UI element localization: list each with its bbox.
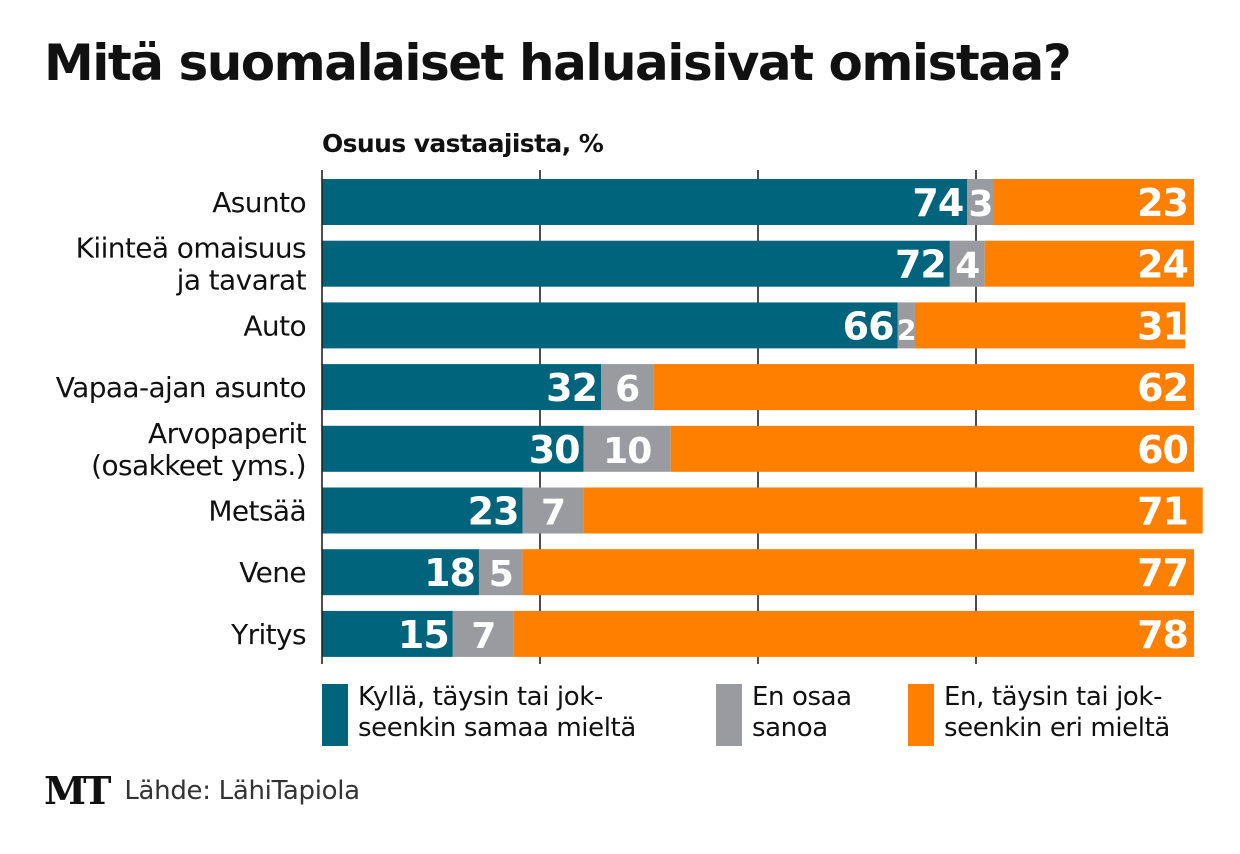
source-text: Lähde: LähiTapiola — [124, 776, 360, 806]
data-label-yes-6: 18 — [424, 551, 475, 595]
category-label-0: Asunto — [212, 186, 306, 219]
data-label-unsure-5: 7 — [541, 493, 565, 534]
bar-no-4 — [670, 425, 1194, 472]
data-label-yes-3: 32 — [546, 366, 597, 410]
footer: MT Lähde: LähiTapiola — [44, 772, 360, 810]
bar-no-2 — [914, 302, 1186, 349]
data-label-yes-4: 30 — [529, 428, 580, 472]
data-label-no-2: 31 — [1137, 304, 1188, 348]
legend-label-no: En, täysin tai jok- seenkin eri mieltä — [944, 682, 1170, 743]
data-label-no-6: 77 — [1137, 551, 1188, 595]
bar-yes-0 — [322, 179, 968, 225]
bar-yes-4 — [322, 425, 584, 472]
category-label-5: Metsää — [208, 495, 306, 528]
legend-item-unsure: En osaa sanoa — [716, 682, 852, 746]
legend-swatch-yes — [322, 684, 348, 746]
data-label-yes-7: 15 — [398, 613, 449, 657]
category-label-1: Kiinteä omaisuus ja tavarat — [76, 232, 307, 297]
data-label-yes-1: 72 — [895, 243, 946, 287]
category-label-2: Auto — [243, 309, 306, 342]
bar-unsure-4 — [583, 425, 671, 472]
data-label-no-5: 71 — [1137, 490, 1188, 534]
category-label-3: Vapaa-ajan asunto — [56, 371, 306, 404]
data-label-no-0: 23 — [1137, 181, 1188, 225]
bar-no-0 — [993, 179, 1194, 225]
legend-label-unsure: En osaa sanoa — [752, 682, 852, 743]
bar-yes-6 — [322, 549, 479, 596]
bar-no-7 — [513, 610, 1194, 657]
chart-title: Mitä suomalaiset haluaisivat omistaa? — [44, 34, 1072, 92]
bar-yes-3 — [322, 364, 602, 411]
data-label-unsure-7: 7 — [471, 616, 495, 657]
chart-legend: Kyllä, täysin tai jok- seenkin samaa mie… — [0, 682, 1240, 754]
data-label-unsure-3: 6 — [615, 369, 639, 410]
bar-no-5 — [583, 487, 1203, 534]
legend-label-yes: Kyllä, täysin tai jok- seenkin samaa mie… — [358, 682, 636, 743]
data-label-unsure-6: 5 — [489, 554, 513, 595]
bar-yes-7 — [322, 610, 453, 657]
bar-yes-1 — [322, 240, 950, 287]
bar-no-3 — [653, 364, 1194, 411]
bar-unsure-7 — [452, 610, 514, 657]
data-label-unsure-2: 2 — [897, 313, 915, 346]
bar-unsure-1 — [949, 240, 985, 287]
data-label-unsure-0: 3 — [968, 184, 992, 225]
data-label-no-1: 24 — [1137, 243, 1188, 287]
category-label-4: Arvopaperit (osakkeet yms.) — [91, 417, 306, 482]
legend-item-yes: Kyllä, täysin tai jok- seenkin samaa mie… — [322, 682, 636, 746]
data-label-yes-5: 23 — [468, 490, 519, 534]
bar-unsure-6 — [478, 549, 523, 596]
bar-yes-5 — [322, 487, 523, 534]
bar-unsure-5 — [522, 487, 584, 534]
bar-no-6 — [522, 549, 1194, 596]
data-label-no-3: 62 — [1137, 366, 1188, 410]
legend-swatch-unsure — [716, 684, 742, 746]
bar-no-1 — [984, 240, 1194, 287]
data-label-unsure-4: 10 — [603, 431, 651, 472]
data-label-yes-0: 74 — [912, 181, 963, 225]
mt-logo: MT — [44, 768, 111, 813]
bar-yes-2 — [322, 302, 898, 349]
category-label-7: Yritys — [230, 618, 306, 651]
bar-unsure-3 — [601, 364, 654, 411]
bar-unsure-0 — [967, 179, 994, 225]
category-label-6: Vene — [239, 556, 306, 589]
data-label-yes-2: 66 — [843, 304, 894, 348]
data-label-unsure-1: 4 — [955, 246, 979, 287]
legend-item-no: En, täysin tai jok- seenkin eri mieltä — [908, 682, 1170, 746]
data-label-no-7: 78 — [1137, 613, 1188, 657]
data-label-no-4: 60 — [1137, 428, 1188, 472]
legend-swatch-no — [908, 684, 934, 746]
bar-unsure-2 — [897, 302, 915, 349]
chart-subtitle: Osuus vastaajista, % — [322, 129, 604, 158]
